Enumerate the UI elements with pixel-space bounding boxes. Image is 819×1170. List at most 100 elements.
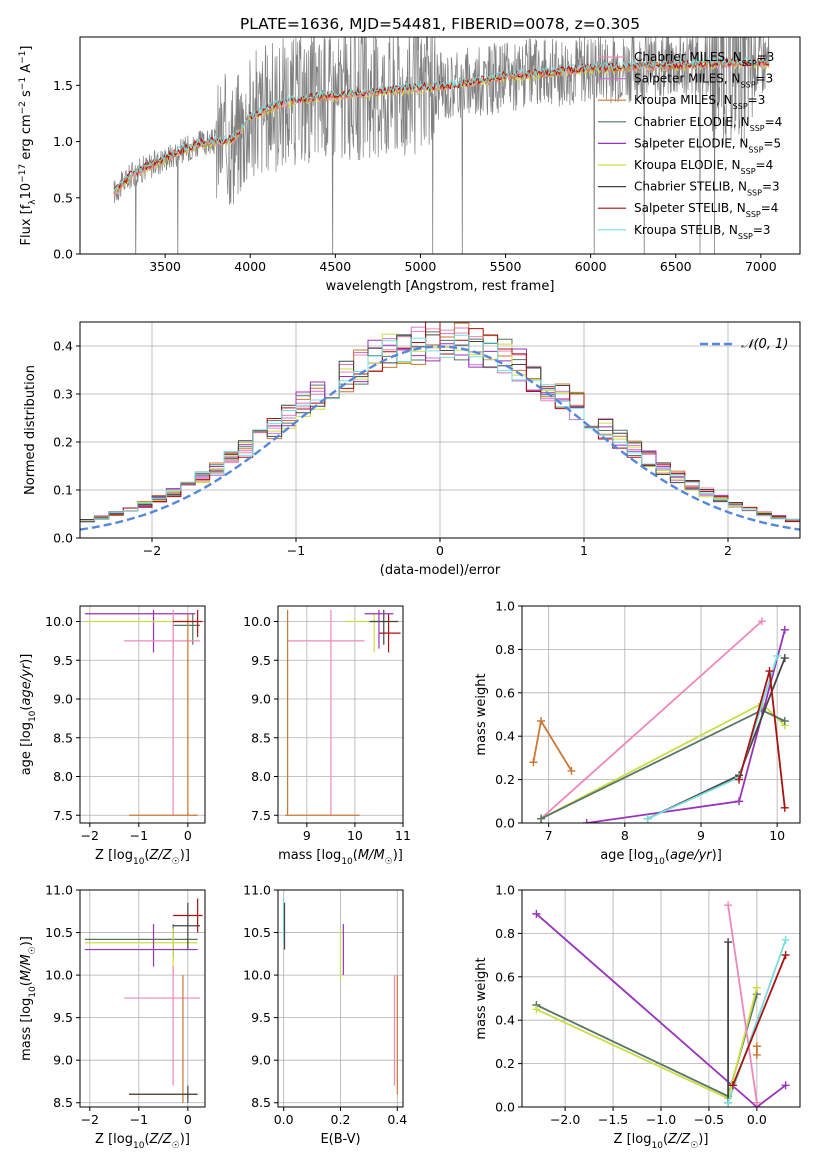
weight-marker <box>537 717 546 726</box>
y-tick-label: 9.0 <box>251 1053 271 1068</box>
weight-marker <box>567 766 576 775</box>
weight-marker <box>728 1081 737 1090</box>
y-tick-label: 0.0 <box>495 1100 515 1115</box>
legend-entry: Chabrier STELIB, NSSP=3 <box>634 180 780 198</box>
y-axis-label: mass weight <box>474 957 489 1039</box>
weight-line-salpeter_stelib <box>732 954 787 1086</box>
y-tick-label: 10.0 <box>243 968 271 983</box>
y-tick-label: 0.5 <box>53 190 73 205</box>
weight-marker <box>735 775 744 784</box>
x-tick-label: 0.0 <box>274 1112 294 1127</box>
y-axis-label: Flux [fλ10−17 erg cm−2 s−1 A−1] <box>18 46 38 246</box>
x-tick-label: 5000 <box>405 259 437 274</box>
weight-marker <box>537 814 546 823</box>
x-tick-label: 0 <box>184 828 192 843</box>
x-tick-label: 2 <box>724 543 732 558</box>
weight-marker <box>780 654 789 663</box>
spectrum-plot-area <box>113 37 770 254</box>
x-tick-label: 10 <box>347 828 363 843</box>
weight-marker <box>752 1050 761 1059</box>
residuals-plot-area <box>80 322 800 531</box>
y-tick-label: 8.0 <box>251 769 271 784</box>
y-tick-label: 0.8 <box>495 642 515 657</box>
x-tick-label: −1 <box>130 1112 148 1127</box>
x-tick-label: 0.4 <box>387 1112 407 1127</box>
x-tick-label: 8 <box>621 828 629 843</box>
y-tick-label: 9.0 <box>251 692 271 707</box>
axes-frame <box>79 889 206 1108</box>
weight-marker <box>529 758 538 767</box>
weight-marker <box>780 803 789 812</box>
x-tick-label: 5500 <box>490 259 522 274</box>
y-tick-label: 0.6 <box>495 969 515 984</box>
y-tick-label: 0.4 <box>495 729 515 744</box>
y-tick-label: 10.0 <box>243 614 271 629</box>
histogram-salpeter_stelib <box>80 322 800 523</box>
y-tick-label: 8.5 <box>251 1095 271 1110</box>
y-tick-label: 9.5 <box>53 1010 73 1025</box>
weight-marker <box>735 797 744 806</box>
weight_vs_age-plot-area <box>529 617 789 823</box>
age_vs_mass-panel: 9 10 11 7.5 8.0 8.5 9.0 9.5 10.0 mass [log10(M/M☉… <box>243 605 411 867</box>
y-tick-label: 0.3 <box>53 387 73 402</box>
y-axis-label: Normed distribution <box>23 365 38 495</box>
x-tick-label: 0.0 <box>747 1112 767 1127</box>
x-tick-label: 0 <box>436 543 444 558</box>
weight-line-salpeter_stelib <box>738 670 786 808</box>
x-tick-label: 9 <box>697 828 705 843</box>
x-axis-label: Z [log10(Z/Z☉)] <box>95 848 190 867</box>
y-tick-label: 0.6 <box>495 685 515 700</box>
y-tick-label: 0.2 <box>495 1056 515 1071</box>
weight-marker <box>780 717 789 726</box>
y-tick-label: 0.8 <box>495 926 515 941</box>
model-spectrum-kroupa_stelib <box>113 56 770 192</box>
x-axis-label: (data-model)/error <box>380 563 501 578</box>
x-tick-label: −2 <box>81 828 99 843</box>
x-axis-label: Z [log10(Z/Z☉)] <box>614 1132 709 1151</box>
x-tick-label: −1 <box>287 543 305 558</box>
x-tick-label: 10 <box>769 828 785 843</box>
axes-frame <box>79 36 801 255</box>
weight_vs_Z-plot-area <box>532 901 790 1107</box>
y-tick-label: 8.5 <box>251 730 271 745</box>
x-tick-label: −2 <box>143 543 161 558</box>
weight-marker <box>752 1042 761 1051</box>
y-tick-label: 0.0 <box>53 531 73 546</box>
x-tick-label: 7 <box>545 828 553 843</box>
weight-marker <box>752 983 761 992</box>
y-tick-label: 0.0 <box>495 816 515 831</box>
residuals-panel: −2 −1 0 1 2 0.0 0.1 0.2 0.3 0.4 (data-model)/error… <box>23 321 801 578</box>
x-tick-label: −0.5 <box>694 1112 724 1127</box>
y-tick-label: 10.0 <box>45 614 73 629</box>
y-tick-label: 0.2 <box>53 435 73 450</box>
y-tick-label: 9.5 <box>251 653 271 668</box>
legend-entry: Kroupa ELODIE, NSSP=4 <box>634 158 773 176</box>
spectrum-legend: Chabrier MILES, NSSP=3 Salpeter MILES, NS… <box>598 50 782 240</box>
legend-entry: Salpeter MILES, NSSP=3 <box>634 72 773 90</box>
x-tick-label: 11 <box>395 828 411 843</box>
weight-marker <box>781 935 790 944</box>
y-tick-label: 7.5 <box>251 808 271 823</box>
axes-frame <box>521 605 801 824</box>
y-tick-label: 8.5 <box>53 730 73 745</box>
legend-entry: 𝒩(0, 1) <box>741 337 788 352</box>
mass_vs_Z-panel: −2 −1 0 8.5 9.0 9.5 10.0 10.5 11.0 Z [log10(Z/Z☉)… <box>19 883 206 1151</box>
x-tick-label: 1 <box>580 543 588 558</box>
x-tick-label: −1.5 <box>598 1112 628 1127</box>
y-tick-label: 0.0 <box>53 247 73 262</box>
y-tick-label: 1.0 <box>53 134 73 149</box>
x-tick-label: −1.0 <box>646 1112 676 1127</box>
y-tick-label: 0.2 <box>495 772 515 787</box>
x-tick-label: 4500 <box>319 259 351 274</box>
x-axis-label: mass [log10(M/M☉)] <box>278 848 403 867</box>
y-tick-label: 9.0 <box>53 1053 73 1068</box>
mass_vs_ebv-plot-area <box>283 898 398 1095</box>
legend-entry: Kroupa MILES, NSSP=3 <box>634 93 765 111</box>
legend-entry: Kroupa STELIB, NSSP=3 <box>634 223 771 241</box>
weight_vs_age-panel: 7 8 9 10 0.0 0.2 0.4 0.6 0.8 1.0 mass weight age [l… <box>474 599 801 867</box>
weight-marker <box>643 814 652 823</box>
y-tick-label: 0.1 <box>53 483 73 498</box>
histogram-kroupa_stelib <box>80 334 800 522</box>
y-tick-label: 10.5 <box>243 925 271 940</box>
